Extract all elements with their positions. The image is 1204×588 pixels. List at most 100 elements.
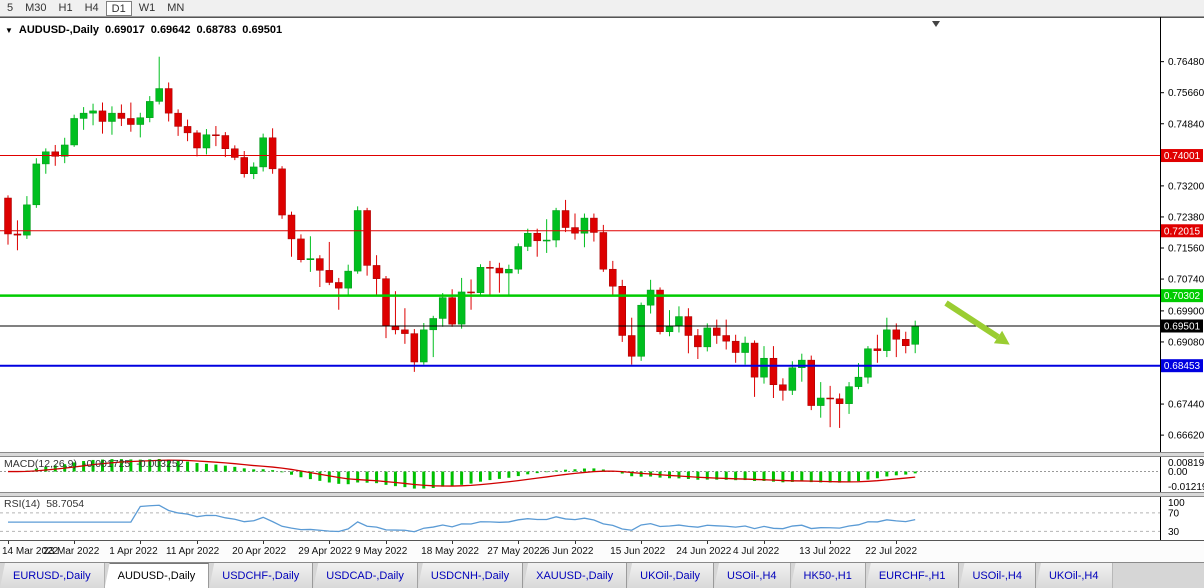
date-label: 23 Mar 2022	[43, 546, 100, 557]
y-axis-tick: 0.71560	[1168, 244, 1204, 255]
date-tick	[764, 541, 765, 544]
macd-signal-value: -0.003252	[136, 458, 184, 470]
svg-text:0.00819: 0.00819	[1168, 458, 1204, 469]
price-label-badge	[1161, 319, 1203, 333]
svg-text:70: 70	[1168, 508, 1180, 519]
date-tick	[896, 541, 898, 544]
date-tick	[386, 541, 387, 544]
ohlc-low: 0.68783	[196, 24, 237, 36]
date-tick	[707, 541, 709, 544]
chart-shift-marker-icon[interactable]	[932, 21, 940, 27]
macd-label: MACD(12,26,9) -0.001725 -0.003252	[4, 458, 184, 470]
timeframe-button-d1[interactable]: D1	[105, 0, 132, 16]
date-label: 20 Apr 2022	[232, 546, 287, 557]
rsi-panel: 100 70 30 RSI(14) 58.7054	[0, 497, 1204, 540]
date-label: 22 Jul 2022	[865, 546, 918, 557]
date-label: 11 Apr 2022	[166, 546, 220, 557]
date-tick	[641, 541, 643, 544]
symbol-marker-icon: ▼	[5, 25, 13, 35]
rsi-label: RSI(14) 58.7054	[4, 498, 84, 510]
date-label: 4 Jul 2022	[733, 546, 780, 557]
ohlc-high: 0.69642	[150, 24, 191, 36]
y-axis-tick: 0.74840	[1168, 119, 1204, 130]
rsi-line	[8, 504, 916, 533]
svg-text:30: 30	[1168, 527, 1180, 538]
price-chart-canvas[interactable]: 0.76480 0.75660 0.74840 0.73200 0.72380 0.715…	[0, 17, 1204, 452]
price-label-badge	[1161, 224, 1203, 238]
chart-tab-usoil-h4[interactable]: USOil-,H4	[959, 563, 1036, 588]
svg-text:-0.01219: -0.01219	[1168, 482, 1204, 492]
svg-text:0.70302: 0.70302	[1164, 291, 1201, 302]
chart-tab-xauusd-daily[interactable]: XAUUSD-,Daily	[523, 563, 628, 588]
price-chart-panel: 0.76480 0.75660 0.74840 0.73200 0.72380 0.715…	[0, 17, 1204, 452]
panel-splitter-macd[interactable]	[0, 452, 1204, 457]
timeframe-button-5[interactable]: 5	[7, 1, 14, 14]
svg-text:0.69501: 0.69501	[1164, 321, 1201, 332]
price-label-badge	[1161, 289, 1203, 303]
date-tick	[452, 541, 454, 544]
date-label: 24 Jun 2022	[676, 546, 732, 557]
chart-tab-usdchf-daily[interactable]: USDCHF-,Daily	[209, 563, 314, 588]
rsi-name: RSI(14)	[4, 498, 41, 510]
timeframe-button-h4[interactable]: H4	[84, 1, 99, 14]
svg-text:0.74001: 0.74001	[1164, 151, 1201, 162]
date-label: 14 Mar 2022	[2, 546, 59, 557]
chart-tab-ukoil-h4[interactable]: UKOil-,H4	[1035, 563, 1113, 588]
ohlc-close: 0.69501	[242, 24, 283, 36]
ohlc-open: 0.69017	[105, 24, 145, 36]
macd-panel: 0.00819 0.00 -0.01219 MACD(12,26,9) -0.001…	[0, 457, 1204, 492]
date-tick	[263, 541, 265, 544]
chart-tab-ukoil-daily[interactable]: UKOil-,Daily	[627, 563, 715, 588]
macd-value: -0.001725	[82, 458, 131, 470]
macd-signal-line	[7, 459, 916, 487]
y-axis-tick: 0.67440	[1168, 400, 1204, 411]
y-axis-tick: 0.72380	[1168, 212, 1204, 223]
svg-text:0.00: 0.00	[1168, 467, 1188, 478]
timeframe-button-w1[interactable]: W1	[138, 1, 156, 14]
date-tick	[74, 541, 76, 544]
y-axis-tick: 0.66620	[1168, 431, 1204, 442]
chart-tabs-bar: EURUSD-,Daily AUDUSD-,Daily USDCHF-,Daily U…	[0, 562, 1204, 588]
date-tick	[329, 541, 331, 544]
timeframe-button-m30[interactable]: M30	[25, 1, 47, 14]
y-axis-tick: 0.70740	[1168, 275, 1204, 286]
date-label: 13 Jul 2022	[799, 546, 851, 557]
chart-tab-usdcad-daily[interactable]: USDCAD-,Daily	[313, 563, 418, 588]
macd-name: MACD(12,26,9)	[4, 458, 77, 470]
chart-tab-audusd-daily[interactable]: AUDUSD-,Daily	[104, 563, 210, 588]
svg-text:0.68453: 0.68453	[1164, 361, 1201, 372]
y-axis-tick: 0.75660	[1168, 88, 1204, 99]
date-label: 29 Apr 2022	[298, 546, 353, 557]
date-tick	[830, 541, 832, 544]
price-label-badge	[1161, 149, 1203, 163]
y-axis-tick: 0.69080	[1168, 337, 1204, 348]
date-tick	[575, 541, 576, 544]
chart-tab-usoil-h4[interactable]: USOil-,H4	[714, 563, 791, 588]
price-label-badge	[1161, 359, 1203, 373]
chart-title: ▼ AUDUSD-,Daily 0.69017 0.69642 0.68783 …	[5, 24, 282, 36]
svg-text:0.72015: 0.72015	[1164, 226, 1201, 237]
timeframe-button-mn[interactable]: MN	[167, 1, 185, 14]
rsi-value: 58.7054	[46, 498, 85, 510]
chart-tab-eurusd-daily[interactable]: EURUSD-,Daily	[0, 563, 105, 588]
date-axis: 14 Mar 2022 23 Mar 2022 1 Apr 2022 11 Apr 2…	[0, 540, 1204, 562]
chart-title-symbol: AUDUSD-,Daily	[18, 24, 99, 36]
y-axis-tick: 0.76480	[1168, 57, 1204, 68]
date-tick	[8, 541, 9, 544]
date-label: 1 Apr 2022	[109, 546, 158, 557]
panel-splitter-rsi[interactable]	[0, 492, 1204, 497]
date-label: 27 May 2022	[487, 546, 546, 557]
chart-tab-usdcnh-daily[interactable]: USDCNH-,Daily	[417, 563, 524, 588]
date-tick	[140, 541, 142, 544]
date-label: 9 May 2022	[355, 546, 408, 557]
date-label: 18 May 2022	[421, 546, 479, 557]
svg-text:100: 100	[1168, 498, 1185, 509]
y-axis-tick: 0.69900	[1168, 306, 1204, 317]
date-label: 15 Jun 2022	[610, 546, 666, 557]
arrow-annotation[interactable]	[944, 300, 1010, 345]
timeframe-button-h1[interactable]: H1	[58, 1, 73, 14]
chart-tab-eurchf-h1[interactable]: EURCHF-,H1	[865, 563, 960, 588]
chart-tab-hk50-h1[interactable]: HK50-,H1	[790, 563, 866, 588]
